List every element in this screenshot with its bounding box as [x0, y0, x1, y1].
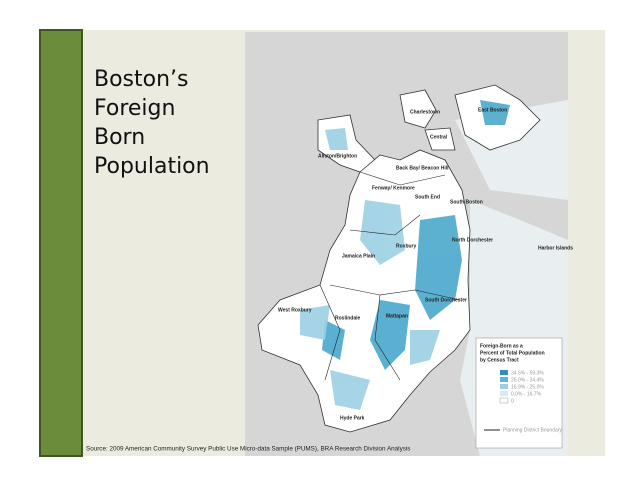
mid-share-tracts — [300, 128, 440, 410]
legend: Foreign-Born as a Percent of Total Popul… — [475, 337, 562, 449]
district-label: North Dorchester — [452, 237, 493, 243]
title-line: Foreign — [94, 96, 175, 121]
district-boundaries — [319, 171, 461, 381]
district-label: Roslindale — [335, 315, 361, 321]
legend-item: 0 — [511, 398, 514, 404]
district-label: West Roxbury — [278, 307, 312, 313]
district-label: Central — [430, 134, 448, 140]
district-label: South Dorchester — [425, 297, 467, 303]
legend-swatch — [500, 391, 508, 396]
legend-title: by Census Tract — [480, 357, 519, 363]
legend-swatch — [500, 384, 508, 389]
district-label: Mattapan — [386, 313, 408, 319]
legend-swatch — [500, 370, 508, 375]
district-label: Charlestown — [410, 109, 440, 115]
district-label: Jamaica Plain — [342, 253, 375, 259]
legend-title: Foreign-Born as a — [480, 343, 523, 349]
title: Boston’s Foreign Born Population — [94, 67, 210, 179]
legend-item: 16.9% - 25.0% — [511, 384, 544, 390]
map: Charlestown East Boston Central Allston/… — [245, 32, 573, 456]
legend-title: Percent of Total Population — [480, 350, 545, 356]
legend-swatch — [499, 397, 509, 404]
title-line: Boston’s — [94, 67, 189, 92]
legend-item: 34.5% - 59.3% — [511, 370, 544, 376]
district-label: Hyde Park — [340, 415, 365, 421]
district-label: East Boston — [478, 107, 507, 113]
legend-item: 0.0% - 16.7% — [511, 391, 542, 397]
district-label: Fenway/ Kenmore — [372, 185, 415, 191]
district-label: Back Bay/ Beacon Hill — [396, 165, 449, 171]
district-label: South End — [415, 194, 440, 200]
legend-item: Planning District Boundary — [503, 427, 562, 433]
legend-item: 25.0% - 34.4% — [511, 377, 544, 383]
title-line: Population — [94, 154, 210, 179]
title-line: Born — [94, 125, 145, 150]
source-note: Source: 2009 American Community Survey P… — [86, 446, 410, 453]
district-label: Harbor Islands — [538, 245, 573, 251]
district-label: Roxbury — [396, 243, 417, 249]
high-share-tracts — [322, 100, 510, 370]
district-label: South Boston — [450, 199, 483, 205]
legend-swatch — [500, 377, 508, 382]
district-label: Allston/Brighton — [318, 153, 357, 159]
accent-bar — [39, 29, 83, 457]
